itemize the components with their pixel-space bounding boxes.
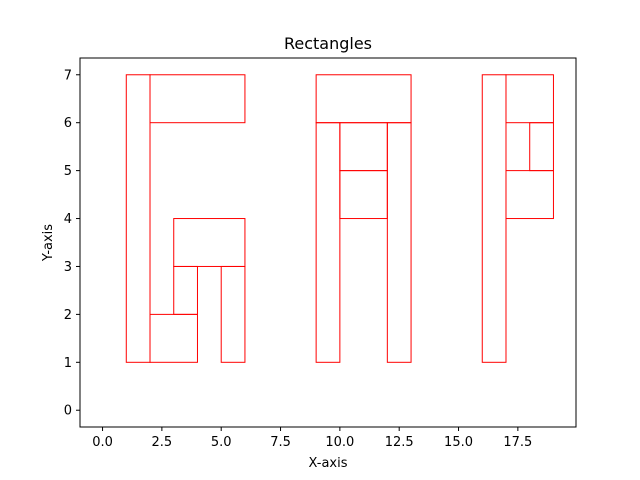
y-tick-label: 6: [64, 116, 72, 131]
rectangle-14: [529, 122, 554, 172]
y-tick-label: 3: [64, 260, 72, 275]
rectangle-5: [173, 218, 246, 267]
y-tick-label: 5: [64, 164, 72, 179]
x-tick-label: 15.0: [444, 435, 473, 450]
rectangle-9: [386, 122, 412, 363]
x-axis-label: X-axis: [309, 456, 348, 471]
rectangle-10: [339, 122, 388, 172]
x-tick-label: 12.5: [385, 435, 414, 450]
x-tick-label: 2.5: [152, 435, 173, 450]
rectangle-6: [220, 265, 246, 363]
x-tick-label: 5.0: [211, 435, 232, 450]
y-tick-label: 4: [64, 212, 72, 227]
y-axis-ticks: 0 1 2 3 4 5 6 7: [64, 68, 80, 419]
x-tick-label: 7.5: [270, 435, 291, 450]
y-tick-label: 7: [64, 68, 72, 83]
rectangle-13: [505, 74, 554, 124]
x-tick-label: 17.5: [503, 435, 532, 450]
rectangle-11: [339, 170, 388, 220]
y-tick-label: 2: [64, 308, 72, 323]
rectangle-2: [149, 74, 246, 124]
x-tick-label: 10.0: [325, 435, 354, 450]
chart-title: Rectangles: [284, 34, 372, 53]
rectangle-8: [315, 122, 341, 363]
rectangle-4: [173, 265, 198, 315]
rectangle-15: [505, 170, 554, 220]
rectangle-3: [149, 313, 198, 363]
y-axis-label: Y-axis: [41, 224, 56, 262]
plot-frame: [79, 57, 577, 428]
x-tick-label: 0.0: [92, 435, 113, 450]
rectangle-12: [481, 74, 507, 363]
rectangles-layer: [125, 74, 554, 363]
y-tick-label: 1: [64, 356, 72, 371]
x-axis-ticks: 0.0 2.5 5.0 7.5 10.0 12.5 15.0 17.5: [92, 427, 532, 450]
y-tick-label: 0: [64, 404, 72, 419]
rectangle-1: [125, 74, 151, 363]
rectangle-7: [315, 74, 412, 124]
